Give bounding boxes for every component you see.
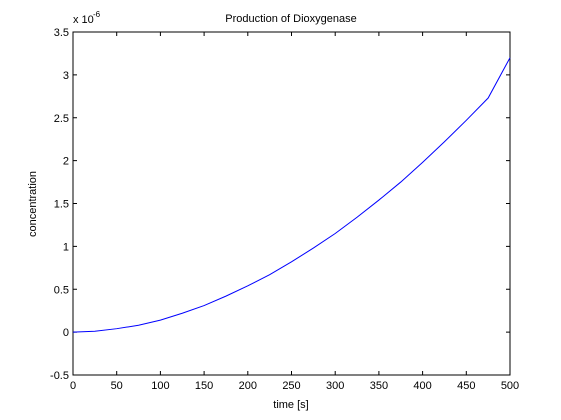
y-axis: -0.5 0 0.5 1 1.5 2 2.5 3 3.5 xyxy=(50,27,510,382)
x-tick-label: 250 xyxy=(282,380,300,392)
x-tick-label: 300 xyxy=(326,380,344,392)
x-tick-label: 200 xyxy=(239,380,257,392)
y-tick-label: 1 xyxy=(63,241,69,253)
series-line xyxy=(72,57,511,333)
x-tick-label: 350 xyxy=(370,380,388,392)
y-tick-label: 1.5 xyxy=(54,199,69,211)
y-axis-label: concentration xyxy=(27,171,39,237)
chart-title: Production of Dioxygenase xyxy=(225,13,356,25)
y-tick-label: -0.5 xyxy=(50,370,69,382)
x-tick-label: 450 xyxy=(457,380,475,392)
x-axis: 0 50 100 150 200 250 300 350 400 450 500 xyxy=(70,32,519,392)
y-tick-label: 2.5 xyxy=(54,113,69,125)
x-tick-label: 100 xyxy=(151,380,169,392)
y-tick-label: 2 xyxy=(63,156,69,168)
x-tick-label: 50 xyxy=(111,380,123,392)
y-tick-label: 0 xyxy=(63,327,69,339)
x-axis-label: time [s] xyxy=(273,399,308,411)
x-tick-label: 400 xyxy=(413,380,431,392)
x-tick-label: 500 xyxy=(501,380,519,392)
plot-area xyxy=(72,31,511,376)
y-tick-label: 3.5 xyxy=(54,27,69,39)
y-tick-label: 0.5 xyxy=(54,284,69,296)
x-tick-label: 0 xyxy=(70,380,76,392)
y-tick-label: 3 xyxy=(63,70,69,82)
series-layer xyxy=(72,57,511,333)
x-tick-label: 150 xyxy=(195,380,213,392)
y-axis-multiplier-exponent: -6 xyxy=(93,10,101,19)
y-axis-multiplier-base: x 10 xyxy=(73,14,94,26)
